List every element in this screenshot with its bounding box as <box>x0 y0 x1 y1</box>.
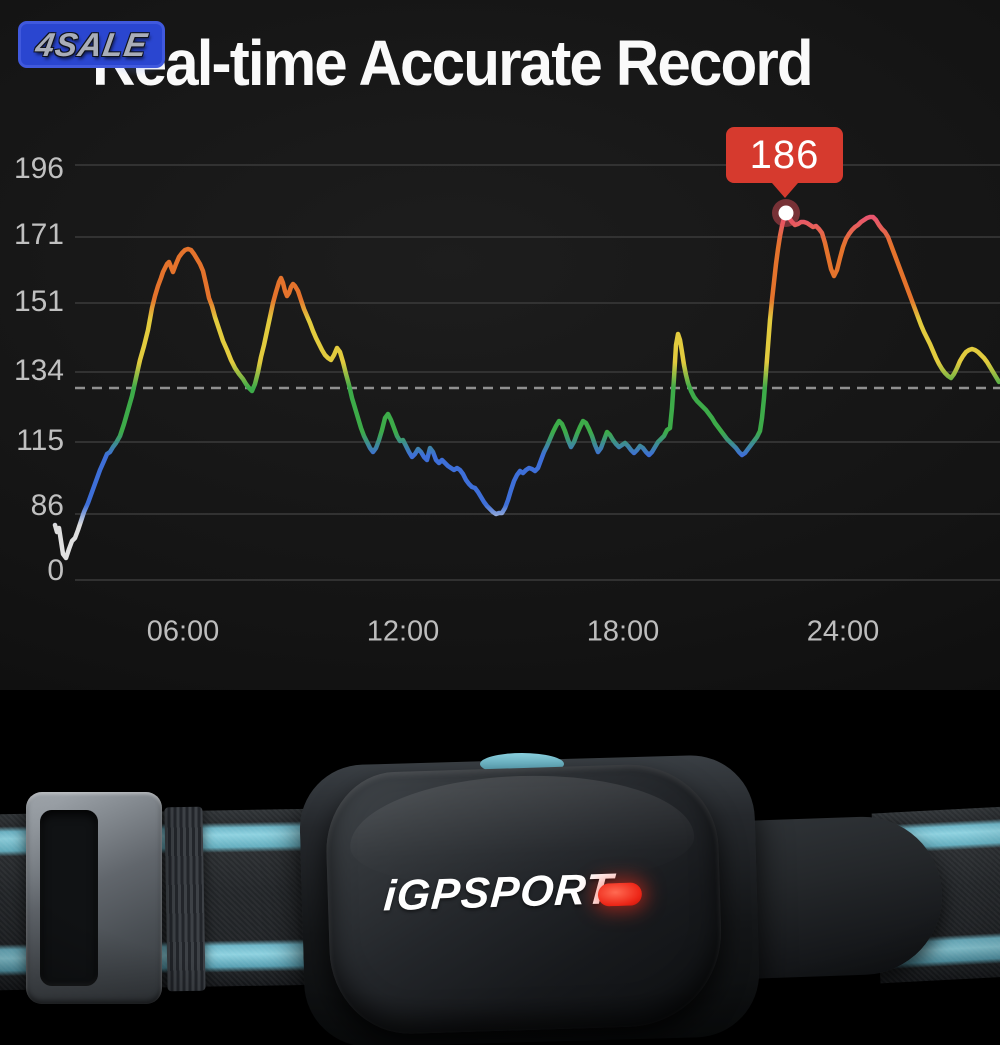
y-axis-tick-label: 171 <box>13 218 64 251</box>
chart-section: Real-time Accurate Record 4SALE 196 171 15… <box>0 0 1000 690</box>
y-axis-tick-label: 151 <box>13 285 64 318</box>
heart-rate-sensor-pod: iGPSPORT <box>323 761 725 1037</box>
forsale-watermark-label: 4SALE <box>32 25 151 63</box>
strap-buckle-slot <box>40 810 98 986</box>
peak-value-label: 186 <box>749 132 820 177</box>
status-led <box>597 882 643 907</box>
x-axis-tick-label: 12:00 <box>366 615 440 648</box>
x-axis-tick-label: 18:00 <box>586 615 660 648</box>
y-axis-tick-label: 0 <box>47 554 64 587</box>
brand-logo: iGPSPORT <box>382 865 615 921</box>
peak-value-badge: 186 <box>726 127 843 198</box>
heart-rate-series-line <box>52 210 1000 561</box>
product-photo: iGPSPORT <box>0 690 1000 1045</box>
heart-rate-line-plot <box>52 164 1000 581</box>
peak-marker-dot <box>778 205 794 221</box>
strap-buckle <box>26 792 162 1004</box>
y-axis-tick-label: 115 <box>16 424 64 457</box>
page-title: Real-time Accurate Record <box>92 27 814 99</box>
strap-elastic-loop <box>164 806 206 992</box>
forsale-watermark-badge: 4SALE <box>18 21 165 68</box>
y-axis-tick-label: 86 <box>30 489 64 522</box>
heart-rate-chart: 196 171 151 134 115 86 0 06:00 12:00 18:00 24:00 … <box>13 127 1000 648</box>
x-axis-tick-label: 24:00 <box>806 615 880 648</box>
y-axis-tick-label: 134 <box>13 354 64 387</box>
y-axis-tick-label: 196 <box>13 152 64 185</box>
x-axis-tick-label: 06:00 <box>146 615 220 648</box>
